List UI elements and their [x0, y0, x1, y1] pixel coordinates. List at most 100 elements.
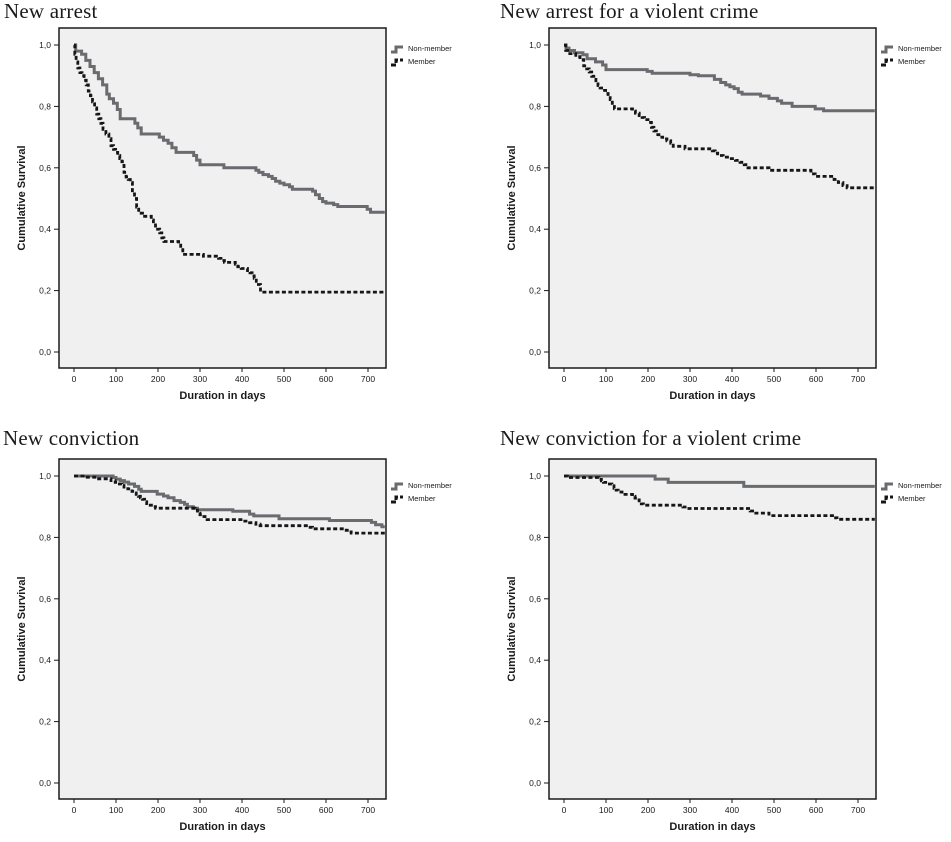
y-axis-tick-label: 0,4	[529, 224, 541, 234]
y-axis-tick-label: 0,4	[529, 655, 541, 665]
chart-title: New arrest for a violent crime	[500, 0, 759, 23]
member-line-sample-icon	[881, 58, 893, 66]
x-axis-tick-label: 700	[361, 374, 375, 384]
y-axis-tick-label: 0,0	[529, 347, 541, 357]
survival-curve-non-member	[564, 43, 875, 113]
y-axis-tick-label: 0,0	[529, 778, 541, 788]
y-axis-label: Cumulative Survival	[16, 145, 28, 251]
chart-title: New arrest	[4, 0, 98, 23]
legend: Non-member Member	[880, 42, 942, 68]
y-axis-tick-label: 0,6	[529, 163, 541, 173]
x-axis-tick-label: 0	[72, 374, 77, 384]
legend-label: Member	[408, 57, 436, 66]
chart-panel-new-conviction-violent: New conviction for a violent crime 0 100 2…	[476, 421, 951, 842]
x-axis-tick-label: 0	[562, 374, 567, 384]
y-axis-tick-label: 0,8	[529, 101, 541, 111]
legend-item-member: Member	[880, 55, 942, 68]
y-axis-tick-label: 0,2	[529, 717, 541, 727]
plot-area	[548, 27, 877, 369]
x-axis-tick-label: 200	[641, 374, 655, 384]
y-axis-tick-label: 0,6	[39, 594, 51, 604]
y-axis-tick-label: 0,0	[39, 778, 51, 788]
y-axis-tick-label: 0,8	[39, 532, 51, 542]
survival-curve-non-member	[74, 43, 385, 214]
x-axis-tick-label: 300	[683, 805, 697, 815]
x-axis-tick-label: 500	[767, 805, 781, 815]
y-axis-tick-label: 0,2	[39, 717, 51, 727]
chart-title: New conviction for a violent crime	[500, 426, 802, 450]
plot-area	[58, 458, 387, 800]
x-axis-tick-label: 300	[193, 805, 207, 815]
x-axis-tick-label: 400	[725, 805, 739, 815]
survival-curve-member	[74, 474, 385, 535]
x-axis-label: Duration in days	[179, 821, 266, 833]
y-axis-tick-label: 0,2	[39, 286, 51, 296]
y-axis-tick-label: 1,0	[39, 471, 51, 481]
member-line-sample-icon	[881, 495, 893, 503]
non-member-line-sample-icon	[881, 45, 893, 53]
legend-item-non-member: Non-member	[880, 42, 942, 55]
chart-panel-new-arrest-violent: New arrest for a violent crime 0 100 200 30…	[476, 0, 951, 421]
x-axis-tick-label: 600	[809, 805, 823, 815]
x-axis-tick-label: 200	[151, 805, 165, 815]
x-axis-tick-label: 600	[319, 374, 333, 384]
legend-label: Non-member	[898, 481, 942, 490]
y-axis-tick-label: 0,4	[39, 655, 51, 665]
non-member-line-sample-icon	[391, 482, 403, 490]
y-axis-tick-label: 1,0	[529, 471, 541, 481]
chart-title: New conviction	[3, 426, 140, 450]
x-axis-tick-label: 200	[151, 374, 165, 384]
y-axis-tick-label: 0,0	[39, 347, 51, 357]
survival-curve-non-member	[564, 474, 875, 488]
chart-panel-new-conviction: New conviction 0 100 200 300 400 500 600 700 0,0…	[0, 421, 475, 842]
x-axis-tick-label: 500	[277, 805, 291, 815]
plot-area	[58, 27, 387, 369]
x-axis-tick-label: 500	[277, 374, 291, 384]
x-axis-label: Duration in days	[669, 390, 756, 402]
legend: Non-member Member	[390, 479, 452, 505]
legend-label: Non-member	[408, 481, 452, 490]
x-axis-label: Duration in days	[179, 390, 266, 402]
x-axis-tick-label: 700	[851, 374, 865, 384]
y-axis-tick-label: 0,2	[529, 286, 541, 296]
plot-area	[548, 458, 877, 800]
survival-plot: 0 100 200 300 400 500 600 700 0,0 0,2 0,4 0,6 0,8 1,0	[39, 27, 387, 384]
legend: Non-member Member	[390, 42, 452, 68]
x-axis-tick-label: 600	[319, 805, 333, 815]
non-member-line-sample-icon	[881, 482, 893, 490]
legend-label: Member	[408, 494, 436, 503]
y-axis-tick-label: 0,6	[39, 163, 51, 173]
x-axis-tick-label: 400	[235, 374, 249, 384]
legend-label: Member	[898, 494, 926, 503]
x-axis-tick-label: 0	[562, 805, 567, 815]
x-axis-tick-label: 400	[235, 805, 249, 815]
x-axis-tick-label: 400	[725, 374, 739, 384]
survival-curve-member	[73, 43, 385, 294]
legend-label: Member	[898, 57, 926, 66]
legend-item-member: Member	[390, 492, 452, 505]
legend: Non-member Member	[880, 479, 942, 505]
x-axis-tick-label: 0	[72, 805, 77, 815]
x-axis-tick-label: 100	[599, 374, 613, 384]
survival-curve-member	[564, 43, 875, 190]
y-axis-tick-label: 0,8	[529, 532, 541, 542]
legend-label: Non-member	[408, 44, 452, 53]
x-axis-tick-label: 600	[809, 374, 823, 384]
y-axis-label: Cumulative Survival	[506, 145, 518, 251]
legend-item-non-member: Non-member	[390, 42, 452, 55]
chart-panel-new-arrest: New arrest 0 100 200 300 400 500 600 700 0,0 0,2 0…	[0, 0, 475, 421]
x-axis-tick-label: 100	[599, 805, 613, 815]
non-member-line-sample-icon	[391, 45, 403, 53]
survival-plot: 0 100 200 300 400 500 600 700 0,0 0,2 0,4 0,6 0,8 1,0	[39, 458, 387, 815]
survival-plot: 0 100 200 300 400 500 600 700 0,0 0,2 0,4 0,6 0,8 1,0	[529, 27, 877, 384]
x-axis-tick-label: 700	[361, 805, 375, 815]
member-line-sample-icon	[391, 58, 403, 66]
survival-plot: 0 100 200 300 400 500 600 700 0,0 0,2 0,4 0,6 0,8 1,0	[529, 458, 877, 815]
x-axis-tick-label: 300	[683, 374, 697, 384]
x-axis-tick-label: 700	[851, 805, 865, 815]
legend-item-non-member: Non-member	[390, 479, 452, 492]
member-line-sample-icon	[391, 495, 403, 503]
x-axis-tick-label: 500	[767, 374, 781, 384]
x-axis-tick-label: 200	[641, 805, 655, 815]
y-axis-label: Cumulative Survival	[16, 576, 28, 682]
